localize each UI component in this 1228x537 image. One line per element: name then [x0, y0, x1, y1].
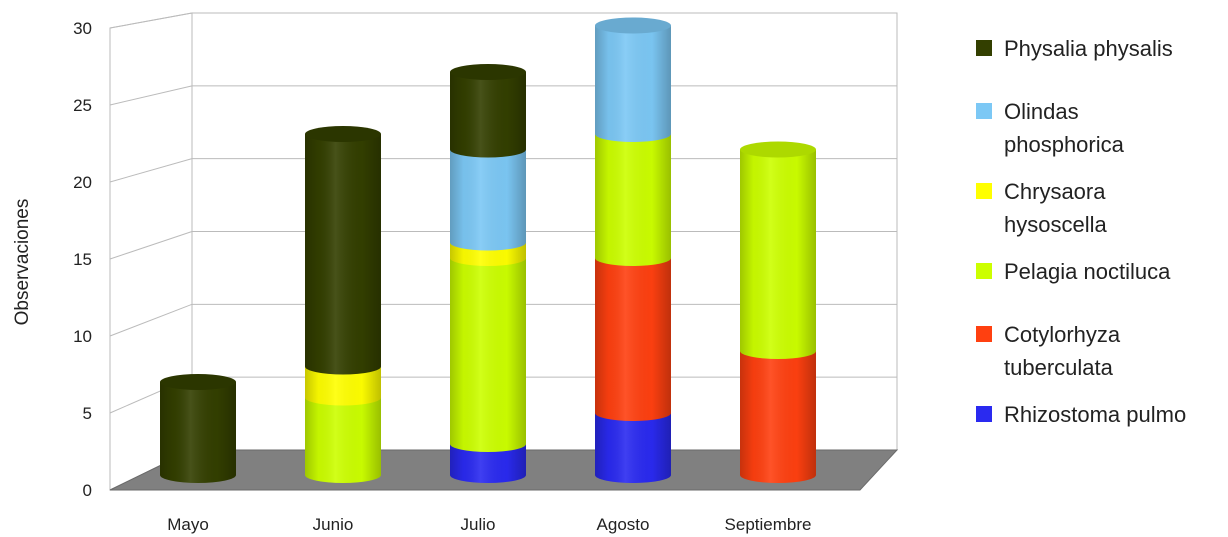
legend-label: Physalia physalis	[1004, 36, 1173, 61]
bar-segment-shade	[450, 258, 526, 452]
legend-swatch-icon	[976, 183, 992, 199]
legend-item: Cotylorhyza tuberculata	[976, 322, 1121, 380]
legend-swatch-icon	[976, 103, 992, 119]
y-tick-label: 10	[73, 327, 92, 346]
x-tick-label: Junio	[313, 515, 354, 534]
bar-top	[595, 17, 671, 34]
legend-label: phosphorica	[1004, 132, 1125, 157]
bar-top	[450, 64, 526, 80]
bar-segment-shade	[160, 382, 236, 483]
legend-label: hysoscella	[1004, 212, 1107, 237]
legend-item: Chrysaora hysoscella	[976, 179, 1107, 237]
legend-label: Rhizostoma pulmo	[1004, 402, 1186, 427]
bar-stack	[160, 374, 236, 483]
x-tick-label: Septiembre	[725, 515, 812, 534]
bar-segment-shade	[595, 413, 671, 483]
bar-top	[305, 126, 381, 142]
bar-segment-shade	[305, 366, 381, 406]
y-tick-label: 30	[73, 19, 92, 38]
legend-label: Olindas	[1004, 99, 1079, 124]
bar-segment-shade	[595, 134, 671, 266]
gridline	[109, 303, 193, 337]
bar-stack	[450, 64, 526, 483]
bar-stack	[595, 17, 671, 483]
legend-swatch-icon	[976, 326, 992, 342]
legend-label: Pelagia noctiluca	[1004, 259, 1171, 284]
legend-item: Olindas phosphorica	[976, 99, 1125, 157]
chart-bars	[160, 17, 816, 483]
gridline	[109, 231, 193, 260]
legend: Physalia physalis Olindas phosphorica Chrys…	[976, 36, 1186, 427]
y-tick-label: 0	[83, 481, 92, 500]
y-tick-label: 5	[83, 404, 92, 423]
bar-segment-shade	[305, 134, 381, 375]
legend-item: Physalia physalis	[976, 36, 1173, 61]
legend-swatch-icon	[976, 40, 992, 56]
legend-swatch-icon	[976, 406, 992, 422]
y-tick-label: 20	[73, 173, 92, 192]
y-axis-label: Observaciones	[12, 199, 33, 326]
bar-segment-shade	[595, 258, 671, 421]
y-tick-label: 25	[73, 96, 92, 115]
bar-segment-shade	[450, 149, 526, 251]
legend-label: Chrysaora	[1004, 179, 1106, 204]
legend-label: Cotylorhyza	[1004, 322, 1121, 347]
bar-segment-shade	[740, 351, 816, 483]
x-tick-label: Agosto	[597, 515, 650, 534]
bar-stack	[740, 141, 816, 483]
legend-label: tuberculata	[1004, 355, 1114, 380]
gridline	[109, 85, 193, 106]
gridline	[109, 12, 193, 29]
bar-stack	[305, 126, 381, 483]
bar-segment-shade	[740, 149, 816, 359]
y-axis-ticks: 0 5 10 15 20 25 30	[73, 19, 92, 500]
y-tick-label: 15	[73, 250, 92, 269]
legend-item: Pelagia noctiluca	[976, 259, 1171, 284]
legend-swatch-icon	[976, 263, 992, 279]
bar-segment-shade	[305, 397, 381, 483]
x-axis-categories: Mayo Junio Julio Agosto Septiembre	[167, 515, 811, 534]
bar-segment-shade	[450, 72, 526, 158]
x-tick-label: Mayo	[167, 515, 209, 534]
gridline	[109, 158, 193, 183]
bar-top	[740, 141, 816, 158]
legend-item: Rhizostoma pulmo	[976, 402, 1186, 427]
bar-segment-shade	[595, 25, 671, 142]
bar-top	[160, 374, 236, 390]
bar-segment-shade	[450, 444, 526, 483]
x-tick-label: Julio	[461, 515, 496, 534]
